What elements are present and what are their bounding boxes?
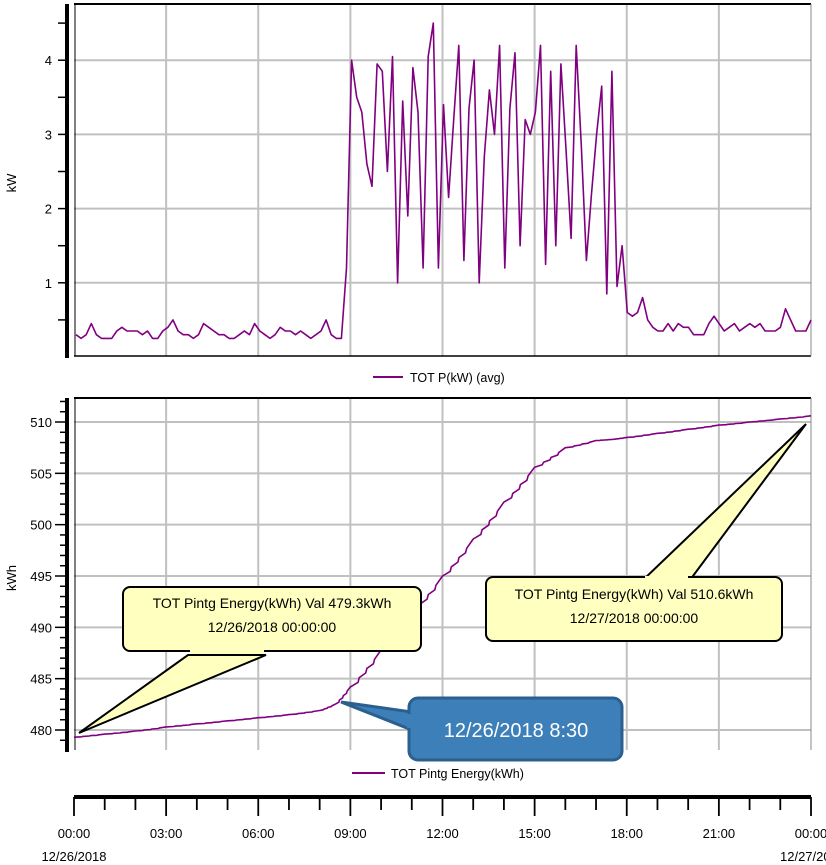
- top-legend-label: TOT P(kW) (avg): [410, 371, 505, 385]
- x-tick-label: 09:00: [334, 826, 367, 841]
- power-series-line[interactable]: [75, 22, 812, 340]
- x-tick-label: 00:00: [58, 826, 91, 841]
- bottom-chart-y-label: kWh: [4, 565, 19, 591]
- x-tick-label: 12:00: [426, 826, 459, 841]
- x-tick-label: 15:00: [518, 826, 551, 841]
- annotation-830-callout[interactable]: 12/26/2018 8:30: [340, 696, 624, 762]
- x-tick-label: 03:00: [150, 826, 183, 841]
- callout-start-line1: TOT Pintg Energy(kWh) Val 479.3kWh: [153, 595, 392, 611]
- energy-series-line[interactable]: [73, 415, 812, 738]
- callout-end-value[interactable]: TOT Pintg Energy(kWh) Val 510.6kWh 12/27…: [485, 423, 807, 642]
- top-chart-legend: TOT P(kW) (avg): [373, 371, 505, 385]
- y-tick-label: 480: [30, 723, 52, 738]
- y-tick-label: 485: [30, 672, 52, 687]
- y-tick-label: 3: [45, 127, 52, 142]
- callout-start-value[interactable]: TOT Pintg Energy(kWh) Val 479.3kWh 12/26…: [78, 586, 422, 734]
- y-tick-label: 510: [30, 415, 52, 430]
- top-chart-frame: [74, 3, 812, 357]
- bottom-chart-frame: [74, 397, 812, 750]
- bottom-chart-y-axis: 480 485 490 495 500 505 510: [30, 398, 69, 752]
- callout-end-line2: 12/27/2018 00:00:00: [570, 610, 699, 626]
- y-tick-label: 2: [45, 202, 52, 217]
- x-tick-label: 21:00: [703, 826, 736, 841]
- top-chart-y-axis: 1 2 3 4: [45, 4, 69, 358]
- callout-start-line2: 12/26/2018 00:00:00: [208, 619, 337, 635]
- x-axis-end-date: 12/27/20: [780, 849, 826, 864]
- y-tick-label: 500: [30, 518, 52, 533]
- x-axis-start-date: 12/26/2018: [41, 849, 106, 864]
- top-chart-y-label: kW: [4, 173, 19, 193]
- y-tick-label: 495: [30, 569, 52, 584]
- x-tick-label: 18:00: [610, 826, 643, 841]
- time-axis[interactable]: 00:00 03:00 06:00 09:00 12:00 15:00 18:00 21:00…: [58, 795, 826, 841]
- y-tick-label: 505: [30, 466, 52, 481]
- x-tick-label: 06:00: [242, 826, 275, 841]
- top-chart-grid: [74, 4, 811, 356]
- x-tick-label: 00:00: [795, 826, 826, 841]
- callout-end-line1: TOT Pintg Energy(kWh) Val 510.6kWh: [515, 586, 754, 602]
- annotation-830-text: 12/26/2018 8:30: [444, 720, 589, 742]
- y-tick-label: 4: [45, 53, 52, 68]
- y-tick-label: 490: [30, 620, 52, 635]
- bottom-legend-label: TOT Pintg Energy(kWh): [391, 767, 524, 781]
- bottom-chart-legend: TOT Pintg Energy(kWh): [352, 767, 524, 781]
- y-tick-label: 1: [45, 276, 52, 291]
